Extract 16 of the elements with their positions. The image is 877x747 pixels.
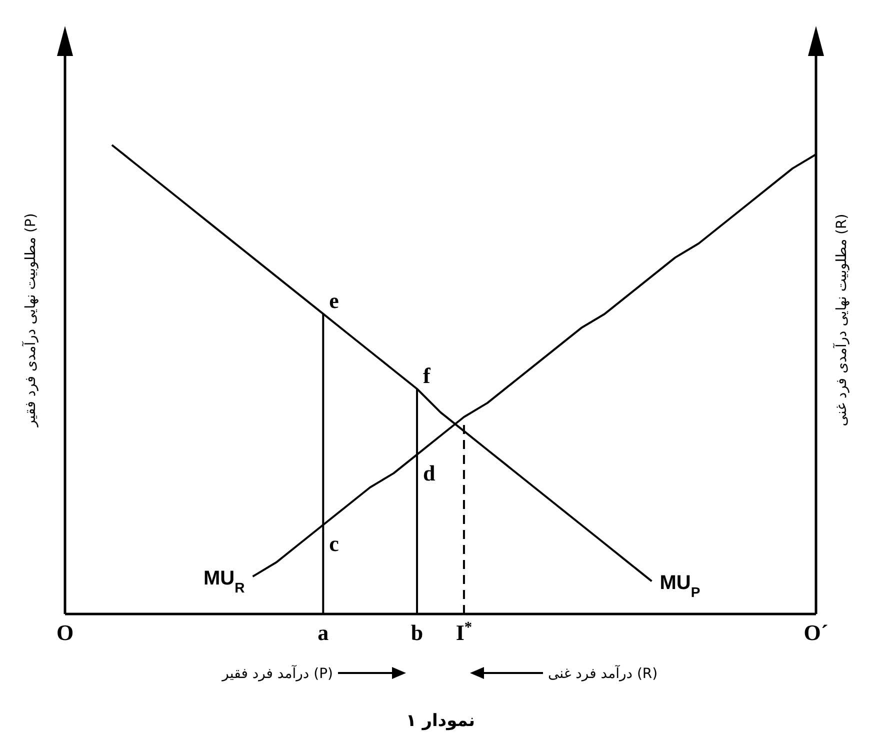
annotation: d: [423, 460, 436, 486]
x-tick-label: b: [410, 620, 424, 645]
annotation: c: [329, 530, 340, 556]
x-tick-label: a: [318, 620, 329, 645]
text: درآمد فرد فقیر (P): [221, 664, 333, 682]
x-tick-label: I$^{*}$: [456, 618, 472, 645]
series-label: MU$_{R}$: [204, 567, 245, 596]
y-axis-title: مطلوبیت نهایی درآمدی فرد فقیر (P): [21, 213, 39, 428]
annotation: f: [423, 362, 432, 388]
annotation: e: [329, 288, 340, 313]
x-tick-label: O´: [804, 620, 828, 645]
text: درآمد فرد غنی (R): [548, 664, 658, 682]
text: نمودار ۱: [406, 711, 476, 731]
y2-axis-title: مطلوبیت نهایی درآمدی فرد غنی (R): [832, 214, 850, 426]
series-label: MU$_{P}$: [660, 572, 700, 600]
x-tick-label: O: [56, 620, 74, 645]
